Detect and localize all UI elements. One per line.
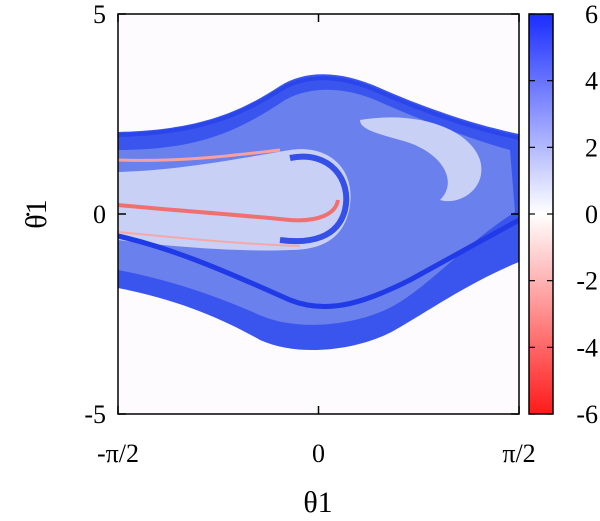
heatmap-region-hook xyxy=(360,117,482,202)
colorbar-tick-label: 6 xyxy=(585,0,598,29)
colorbar-tick-label: -4 xyxy=(576,333,598,362)
y-tick-label: -5 xyxy=(84,400,106,429)
colorbar-tick-label: 0 xyxy=(585,200,598,229)
x-axis: -π/2 0 π/2 xyxy=(97,14,536,468)
heatmap-region-negative-streak-3 xyxy=(118,231,301,247)
colorbar-tick-label: -6 xyxy=(576,400,598,429)
heatmap-region-negative-streak-1 xyxy=(118,199,340,223)
heatmap xyxy=(118,74,519,351)
colorbar-tick-label: -2 xyxy=(576,267,598,296)
y-axis: 5 0 -5 xyxy=(84,0,519,429)
x-tick-label: -π/2 xyxy=(97,439,139,468)
heatmap-region-top-edge xyxy=(118,76,519,140)
heatmap-region-negative-streak-2 xyxy=(118,148,281,162)
heatmap-region-lower-edge xyxy=(118,217,519,309)
x-tick-label: π/2 xyxy=(502,439,535,468)
colorbar-tick-label: 2 xyxy=(585,133,598,162)
y-axis-title: θ̇1 xyxy=(20,199,53,228)
y-tick-label: 0 xyxy=(93,200,106,229)
heatmap-region-inner-light xyxy=(118,149,351,251)
x-tick-label: 0 xyxy=(312,439,325,468)
colorbar-tick-label: 4 xyxy=(585,67,598,96)
colorbar-ticks: 6 4 2 0 -2 -4 -6 xyxy=(529,0,598,429)
y-tick-label: 5 xyxy=(93,0,106,29)
heatmap-region-swirl xyxy=(279,153,350,245)
x-axis-title: θ1 xyxy=(303,486,332,519)
